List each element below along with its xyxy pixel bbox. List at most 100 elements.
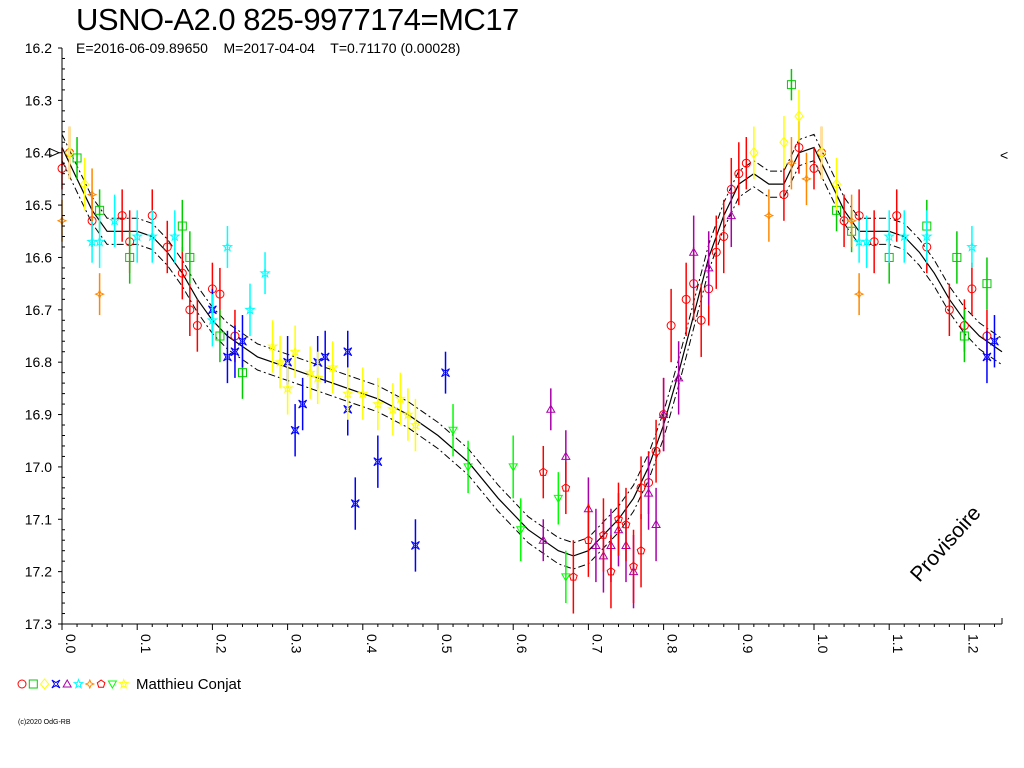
data-point [372,398,384,409]
data-point [560,573,571,582]
data-point [883,230,895,242]
legend-symbol [107,680,118,690]
data-point [801,173,812,185]
data-point [561,483,571,492]
legend-symbol [84,678,96,690]
x-tick-label: 0.8 [665,634,681,654]
data-points-group [56,68,999,614]
data-point [230,347,240,357]
data-point [688,247,699,256]
data-point [599,530,608,539]
data-point [959,331,969,341]
data-point [854,211,864,221]
legend-symbol [117,678,130,689]
data-point [283,357,293,367]
data-point [192,321,202,331]
data-point [853,288,865,300]
side-marker: < [1000,147,1009,163]
chart-subtitle: E=2016-06-09.89650 M=2017-04-04 T=0.7117… [76,40,461,56]
data-point [207,305,217,315]
data-point [982,279,992,289]
legend-symbols [17,678,130,690]
data-point [298,399,308,409]
data-point [402,408,414,420]
data-point [621,519,631,529]
data-point [921,230,933,242]
data-point [711,247,721,257]
data-point [185,305,195,315]
data-point [749,146,759,159]
data-point [125,252,135,262]
data-point [816,146,827,159]
data-point [311,371,324,383]
y-tick-label: 16.9 [25,407,52,423]
data-point [569,572,578,581]
data-point [673,372,684,382]
data-point [651,519,661,529]
data-point [831,178,842,190]
data-point [966,240,978,252]
data-point [636,546,646,555]
data-point [162,242,172,252]
data-point [734,169,744,179]
data-point [441,368,450,378]
fit-upper-band [61,133,1003,544]
data-point [629,561,638,571]
data-point [281,382,294,394]
y-tick-label: 16.7 [25,302,52,318]
data-point [786,157,797,169]
data-point [696,315,706,325]
data-point [185,252,195,262]
legend-symbol [17,679,27,689]
x-tick-label: 1.2 [965,634,981,654]
data-point [146,230,158,242]
legend-observer: Matthieu Conjat [136,675,242,693]
data-point [636,483,646,493]
data-point [244,303,256,315]
x-tick-label: 0.7 [589,634,605,654]
data-point [553,494,564,504]
data-point [94,288,105,300]
y-tick-label: 16.8 [25,354,52,370]
legend-symbol [28,679,38,689]
data-point [763,210,775,221]
x-tick-label: 0.2 [213,634,229,654]
data-point [223,352,232,362]
fit-curve-line [61,146,1003,557]
data-point [719,232,729,242]
data-point [79,178,90,190]
data-point [289,345,301,357]
data-point [794,142,804,152]
data-point [93,235,106,247]
legend: Matthieu Conjat [16,674,241,694]
data-point [786,80,796,90]
left-arrow-marker [49,148,61,158]
y-tick-label: 16.5 [25,197,52,213]
y-tick-label: 17.2 [25,564,52,580]
data-point [238,336,247,346]
legend-symbol [62,678,73,688]
data-point [508,463,519,472]
data-point [681,294,691,304]
x-tick-label: 0.0 [63,634,79,654]
fit-curve-group [61,133,1003,570]
data-point [394,392,407,404]
data-point [545,404,556,413]
data-point [448,426,458,436]
data-point [794,110,804,122]
data-point [237,368,247,378]
y-tick-label: 16.4 [25,145,52,161]
data-point [606,566,616,576]
data-point [658,409,669,419]
axes-group: 16.2 16.3 16.4 16.5 16.6 16.7 16.8 16.9 17.0 17.1… [25,40,1003,654]
data-point [411,541,420,550]
data-point [274,356,286,368]
x-tick-label: 0.9 [740,634,756,654]
data-point [313,357,323,367]
data-point [846,215,857,227]
legend-symbol [51,679,61,689]
data-point [409,418,422,430]
data-point [666,321,676,331]
copyright-note: (c)2020 OdG-RB [18,719,71,726]
